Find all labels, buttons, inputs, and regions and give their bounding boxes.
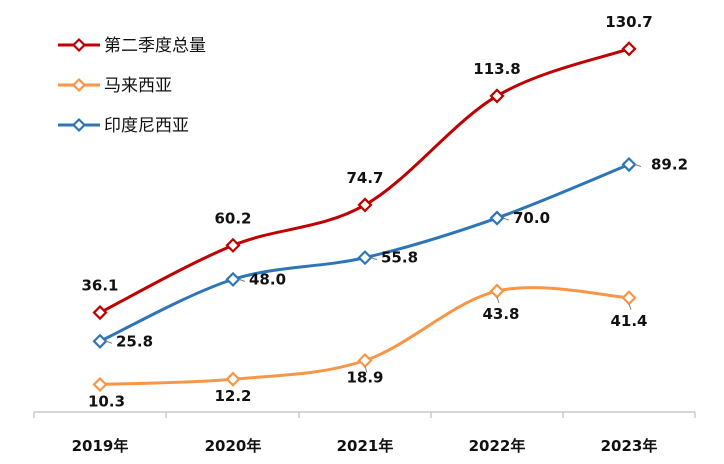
x-tick-label: 2019年 bbox=[72, 437, 129, 455]
data-point-marker bbox=[621, 290, 637, 306]
label-leader-line bbox=[105, 340, 113, 344]
label-leader-line bbox=[238, 278, 246, 282]
data-label: 89.2 bbox=[651, 156, 688, 174]
data-label: 55.8 bbox=[381, 249, 418, 267]
data-label: 74.7 bbox=[346, 169, 383, 187]
data-label: 60.2 bbox=[214, 209, 251, 227]
legend-swatch-marker bbox=[71, 37, 87, 53]
data-label: 41.4 bbox=[610, 312, 647, 330]
data-point-marker bbox=[621, 156, 637, 173]
legend-swatch-marker bbox=[71, 117, 87, 133]
data-point-marker bbox=[92, 304, 108, 321]
data-label: 130.7 bbox=[605, 13, 652, 31]
data-label: 18.9 bbox=[346, 369, 383, 387]
series-group bbox=[92, 41, 637, 393]
x-axis: 2019年 2020年 2021年 2022年 2023年 bbox=[33, 411, 696, 455]
legend-swatch-marker bbox=[71, 77, 87, 93]
label-leader-line bbox=[364, 366, 368, 373]
x-tick-label: 2020年 bbox=[205, 437, 262, 455]
data-label: 70.0 bbox=[513, 209, 550, 227]
legend-item-malaysia: 马来西亚 bbox=[58, 76, 172, 96]
data-point-marker bbox=[357, 250, 373, 266]
data-label: 36.1 bbox=[81, 277, 118, 295]
label-leader-line bbox=[496, 296, 500, 304]
data-point-marker bbox=[92, 376, 108, 393]
legend-label: 马来西亚 bbox=[104, 76, 172, 96]
data-point-marker bbox=[225, 371, 241, 387]
data-point-marker bbox=[489, 88, 505, 104]
x-tick-label: 2021年 bbox=[337, 437, 394, 455]
data-label: 25.8 bbox=[116, 332, 153, 350]
legend-item-indonesia: 印度尼西亚 bbox=[58, 116, 189, 136]
series-total bbox=[92, 41, 637, 321]
series-malaysia bbox=[92, 283, 637, 393]
data-point-marker bbox=[357, 352, 373, 369]
data-point-marker bbox=[357, 197, 373, 213]
series-indonesia bbox=[92, 156, 637, 349]
x-tick-label: 2022年 bbox=[469, 437, 526, 455]
legend-item-total: 第二季度总量 bbox=[58, 36, 206, 56]
data-labels: 36.1 60.2 74.7 113.8 130.7 10.3 12.2 18.9 43.8 41… bbox=[81, 13, 688, 411]
x-tick-label: 2023年 bbox=[601, 437, 658, 455]
legend-label: 印度尼西亚 bbox=[104, 116, 189, 136]
label-leader-line bbox=[634, 164, 642, 167]
label-leader-line bbox=[628, 303, 632, 310]
data-point-marker bbox=[621, 41, 637, 57]
label-leader-line bbox=[370, 257, 378, 261]
data-point-marker bbox=[225, 237, 241, 253]
data-point-marker bbox=[489, 283, 505, 299]
legend-label: 第二季度总量 bbox=[104, 36, 206, 56]
data-point-marker bbox=[489, 210, 505, 226]
label-leader-line bbox=[502, 217, 510, 221]
data-label: 43.8 bbox=[482, 305, 519, 323]
data-label: 10.3 bbox=[88, 392, 125, 410]
data-point-marker bbox=[92, 333, 108, 349]
data-label: 48.0 bbox=[249, 270, 286, 288]
data-label: 12.2 bbox=[214, 387, 251, 405]
data-point-marker bbox=[225, 271, 241, 287]
data-label: 113.8 bbox=[473, 60, 520, 78]
